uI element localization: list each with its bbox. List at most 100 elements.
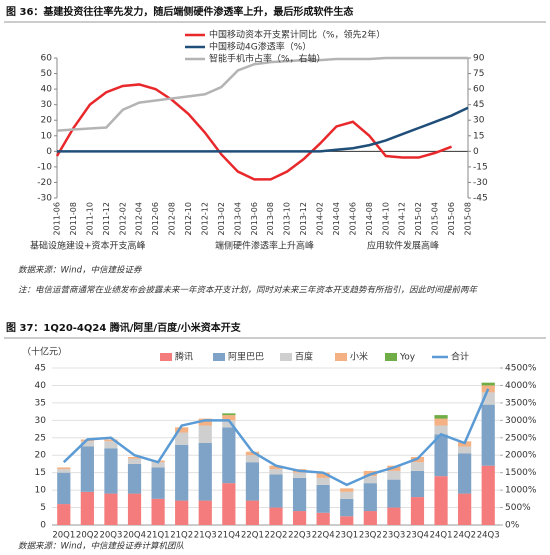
bar-segment bbox=[269, 469, 283, 475]
y2-tick-label: 75 bbox=[473, 69, 484, 79]
bar-segment bbox=[175, 427, 189, 433]
legend-label: 中国移动4G渗透率（%） bbox=[209, 41, 311, 53]
bar-segment bbox=[434, 418, 448, 426]
y-tick-label: 10 bbox=[41, 131, 53, 141]
series-line bbox=[56, 56, 468, 132]
y-tick-label: 0 bbox=[46, 147, 52, 157]
x-tick-label: 20Q2 bbox=[76, 531, 99, 541]
bar-segment bbox=[198, 500, 212, 525]
y2-tick-label: 3000% bbox=[505, 416, 537, 426]
bar-segment bbox=[57, 504, 71, 525]
y2-tick-label: 90 bbox=[473, 54, 485, 64]
bar-segment bbox=[127, 456, 142, 459]
bar-segment bbox=[458, 453, 472, 494]
x-tick-label: 2012-04 bbox=[135, 202, 144, 235]
y-tick-label: 45 bbox=[35, 364, 46, 374]
legend-swatch bbox=[335, 353, 347, 361]
legend-label: 小米 bbox=[350, 351, 368, 363]
figure-title: 图 37：1Q20-4Q24 腾讯/阿里/百度/小米资本开支 bbox=[6, 321, 242, 334]
bar-segment bbox=[151, 498, 165, 525]
series-line bbox=[62, 388, 490, 487]
x-tick-label: 2013-04 bbox=[233, 202, 242, 235]
phase-label: 基础设施建设+资本开支高峰 bbox=[30, 240, 146, 252]
y2-tick-label: 0 bbox=[473, 147, 479, 157]
legend-swatch bbox=[385, 353, 397, 361]
bar-segment bbox=[269, 474, 283, 508]
legend-label: 中国移动资本开支累计同比（%，领先2年） bbox=[209, 29, 385, 41]
y-tick-label: 30 bbox=[41, 100, 53, 110]
y2-tick-label: 4000% bbox=[505, 381, 537, 391]
bar-segment bbox=[387, 507, 401, 525]
y-tick-label: 60 bbox=[41, 54, 53, 64]
y2-tick-label: 15 bbox=[473, 131, 484, 141]
x-tick-label: 2011-08 bbox=[69, 202, 78, 235]
y2-tick-label: 4500% bbox=[505, 364, 537, 374]
y-tick-label: 40 bbox=[41, 85, 53, 95]
x-tick-label: 22Q1 bbox=[241, 531, 264, 541]
bar-segment bbox=[458, 446, 472, 454]
bar-segment bbox=[80, 446, 94, 492]
bar-segment bbox=[198, 443, 212, 501]
bar-segment bbox=[316, 472, 330, 478]
bar-segment bbox=[316, 477, 330, 485]
y2-tick-label: 30 bbox=[473, 116, 485, 126]
x-tick-label: 2013-08 bbox=[266, 202, 275, 235]
y2-tick-label: 45 bbox=[473, 100, 484, 110]
x-tick-label: 2014-08 bbox=[365, 202, 374, 235]
bar-segment bbox=[245, 462, 260, 501]
y2-tick-label: 2500% bbox=[505, 433, 537, 443]
bar-segment bbox=[198, 418, 212, 426]
bar-segment bbox=[127, 458, 142, 464]
x-tick-label: 2012-08 bbox=[168, 202, 177, 235]
x-tick-label: 2014-04 bbox=[332, 202, 341, 235]
legend-label: 百度 bbox=[295, 351, 313, 363]
x-tick-label: 2012-06 bbox=[151, 202, 160, 235]
figure-title: 图 36：基建投资往往率先发力，随后端侧硬件渗透率上升，最后形成软件生态 bbox=[6, 5, 353, 18]
y-tick-label: 10 bbox=[35, 486, 47, 496]
bar-segment bbox=[222, 415, 236, 421]
bar-segment bbox=[363, 483, 377, 512]
x-tick-label: 23Q4 bbox=[406, 531, 429, 541]
x-tick-label: 2013-02 bbox=[217, 202, 226, 235]
bar-segment bbox=[340, 498, 354, 517]
bar-segment bbox=[434, 434, 448, 477]
x-tick-label: 2012-02 bbox=[118, 202, 127, 235]
y2-tick-label: 1500% bbox=[505, 468, 537, 478]
bar-segment bbox=[222, 413, 236, 416]
bar-segment bbox=[340, 488, 354, 492]
legend-label: 智能手机市占率（%，右轴） bbox=[209, 53, 326, 65]
y-tick-label: -10 bbox=[37, 162, 52, 172]
bar-segment bbox=[340, 516, 354, 525]
y2-tick-label: 3500% bbox=[505, 398, 537, 408]
phase-label: 端侧硬件渗透率上升高峰 bbox=[215, 240, 314, 252]
bar-segment bbox=[222, 483, 236, 525]
bar-segment bbox=[80, 441, 94, 447]
bar-segment bbox=[57, 469, 71, 473]
bar-segment bbox=[269, 507, 283, 525]
bar-segment bbox=[292, 511, 307, 525]
y-tick-label: 25 bbox=[35, 433, 46, 443]
bar-segment bbox=[175, 432, 189, 445]
y-tick-label: -30 bbox=[37, 194, 52, 204]
bar-segment bbox=[434, 425, 448, 435]
y-tick-label: 35 bbox=[35, 398, 46, 408]
phase-label: 应用软件发展高峰 bbox=[367, 240, 439, 252]
y-tick-label: 20 bbox=[41, 116, 53, 126]
note: 注：电信运营商通常在业绩发布会披露未来一年资本开支计划，同时对未来三年资本开支趋… bbox=[18, 285, 479, 296]
y-tick-label: 0 bbox=[40, 521, 46, 531]
x-tick-label: 22Q2 bbox=[265, 531, 288, 541]
bar-segment bbox=[127, 463, 142, 494]
bar-segment bbox=[387, 479, 401, 508]
bar-segment bbox=[127, 493, 142, 525]
y-tick-label: 5 bbox=[40, 503, 46, 513]
x-tick-label: 2013-12 bbox=[299, 202, 308, 235]
x-tick-label: 2014-10 bbox=[381, 202, 390, 235]
x-tick-label: 20Q4 bbox=[123, 531, 146, 541]
legend-label: 合计 bbox=[451, 351, 469, 363]
bar-segment bbox=[481, 404, 495, 466]
bar-segment bbox=[222, 420, 236, 428]
x-tick-label: 2015-02 bbox=[414, 202, 423, 235]
bar-segment bbox=[481, 465, 495, 525]
bar-segment bbox=[104, 441, 118, 449]
